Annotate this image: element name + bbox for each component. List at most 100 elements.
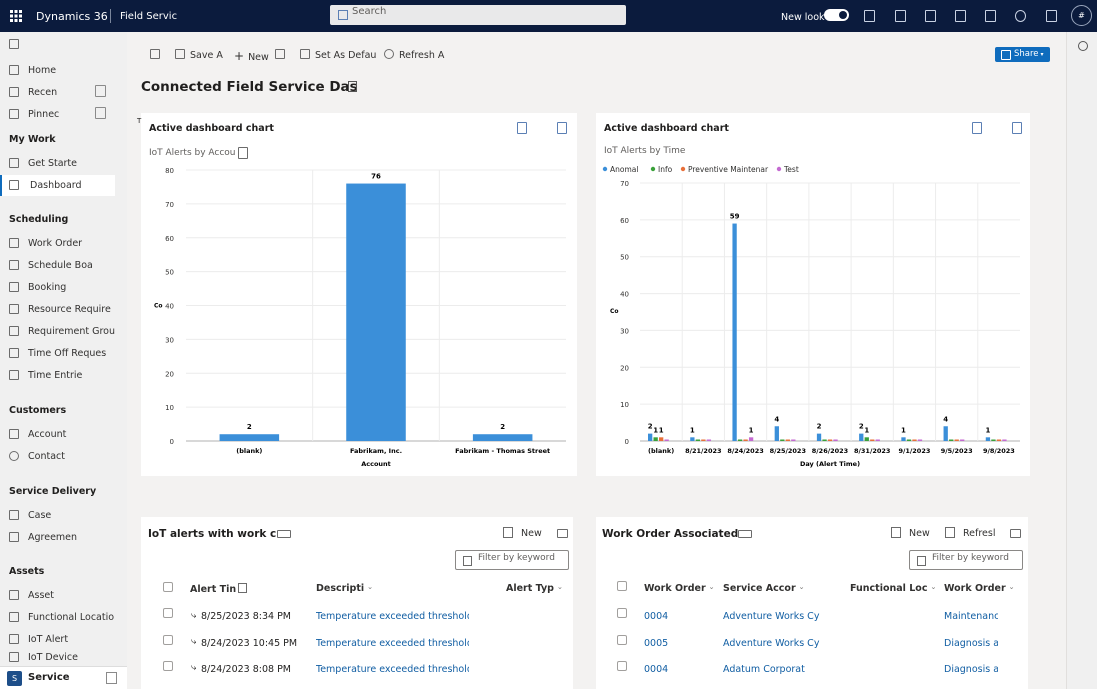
expand-chart-icon[interactable] — [517, 122, 527, 134]
y-tick-label: 0 — [170, 438, 174, 446]
sidebar-item-iot-devices[interactable]: IoT Device — [0, 651, 115, 665]
sidebar-item-requirement-groups[interactable]: Requirement Grou — [0, 321, 115, 342]
row-checkbox[interactable] — [163, 661, 173, 671]
column-header-functional-location[interactable]: Functional Loc ⌄ — [850, 583, 936, 594]
dashboard-switch-button[interactable] — [150, 49, 165, 61]
row-checkbox[interactable] — [163, 635, 173, 645]
column-header-service-account[interactable]: Service Accor ⌄ — [723, 583, 805, 594]
chevron-down-icon[interactable] — [348, 81, 357, 92]
share-button[interactable]: Share ▾ — [995, 47, 1050, 62]
work-order-link[interactable]: 0005 — [644, 638, 669, 649]
asset-icon — [9, 590, 19, 600]
sidebar-item-contacts[interactable]: Contact — [0, 446, 115, 467]
save-as-button[interactable]: Save A — [175, 49, 223, 61]
account-link[interactable]: Adatum Corporati — [723, 664, 805, 675]
sidebar-item-time-entries[interactable]: Time Entrie — [0, 365, 115, 386]
row-checkbox[interactable] — [617, 608, 627, 618]
sidebar-item-pinned[interactable]: Pinnec — [0, 104, 90, 125]
select-all-checkbox[interactable] — [617, 581, 627, 591]
chevron-down-icon[interactable] — [95, 107, 106, 119]
avatar[interactable]: # — [1071, 5, 1092, 26]
account-link[interactable]: Adventure Works Cyc — [723, 638, 820, 649]
more-button[interactable] — [275, 49, 290, 61]
row-checkbox[interactable] — [617, 635, 627, 645]
sidebar-group-heading: My Work — [9, 134, 56, 145]
chevron-down-icon[interactable] — [238, 147, 248, 159]
sidebar-item-schedule-board[interactable]: Schedule Boa — [0, 255, 115, 276]
sidebar-item-get-started[interactable]: Get Starte — [0, 153, 115, 174]
settings-icon[interactable] — [985, 10, 996, 22]
hamburger-menu[interactable] — [0, 34, 30, 55]
sidebar-item-assets[interactable]: Asset — [0, 585, 115, 606]
chevron-down-icon[interactable] — [738, 530, 752, 538]
account-link[interactable]: Adventure Works Cyc — [723, 611, 820, 622]
search-input[interactable]: Search — [330, 5, 626, 25]
column-header-alert-time[interactable]: Alert Tin — [190, 583, 248, 595]
work-order-link[interactable]: 0004 — [644, 664, 669, 675]
area-switcher[interactable]: S Service — [0, 666, 127, 689]
description-link[interactable]: Temperature exceeded threshold l — [316, 638, 469, 649]
sidebar-item-dashboards[interactable]: Dashboard — [0, 175, 115, 196]
chart-options-icon[interactable] — [1012, 122, 1022, 134]
help-icon[interactable] — [1015, 10, 1026, 22]
share-label: Share — [1014, 49, 1039, 59]
sidebar-item-bookings[interactable]: Booking — [0, 277, 115, 298]
copilot-icon[interactable] — [1046, 10, 1057, 22]
column-header-alert-type[interactable]: Alert Typ ⌄ — [506, 583, 563, 594]
lightbulb-icon[interactable] — [864, 10, 875, 22]
bar — [791, 439, 796, 441]
copilot-icon[interactable] — [1078, 41, 1088, 51]
app-launcher-icon[interactable] — [10, 10, 22, 22]
chart-options-icon[interactable] — [557, 122, 567, 134]
sidebar-item-time-off-requests[interactable]: Time Off Reques — [0, 343, 115, 364]
chart-subtitle[interactable]: IoT Alerts by Time — [604, 146, 686, 156]
column-header-work-order-number[interactable]: Work Order ⌄ — [644, 583, 715, 594]
app-name[interactable]: Dynamics 36 — [36, 10, 108, 23]
sidebar-item-iot-alerts[interactable]: IoT Alert — [0, 629, 115, 650]
sidebar-item-recent[interactable]: Recen — [0, 82, 90, 103]
work-order-type-link[interactable]: Diagnosis a — [944, 664, 998, 675]
select-all-checkbox[interactable] — [163, 582, 173, 592]
chevron-down-icon[interactable] — [95, 85, 106, 97]
row-checkbox[interactable] — [163, 608, 173, 618]
sidebar-item-agreements[interactable]: Agreemen — [0, 527, 115, 548]
plus-icon[interactable] — [925, 10, 936, 22]
sidebar-item-accounts[interactable]: Account — [0, 424, 115, 445]
row-icon: ⤷ — [191, 636, 197, 647]
grid-new-button[interactable]: New — [503, 527, 542, 539]
sidebar-item-cases[interactable]: Case — [0, 505, 115, 526]
open-grid-icon[interactable] — [557, 529, 568, 538]
search-placeholder: Search — [352, 6, 387, 17]
column-header-description[interactable]: Descripti ⌄ — [316, 583, 373, 594]
sidebar-item-functional-locations[interactable]: Functional Locatio — [0, 607, 115, 628]
chevron-down-icon[interactable] — [277, 530, 291, 538]
sidebar-item-resource-requirements[interactable]: Resource Require — [0, 299, 115, 320]
area-name[interactable]: Field Servic — [120, 11, 178, 22]
chart-subtitle[interactable]: IoT Alerts by Accou — [149, 148, 236, 158]
refresh-all-label: Refresh A — [399, 50, 445, 61]
description-link[interactable]: Temperature exceeded threshold l — [316, 664, 469, 675]
filter-keyword-input[interactable]: Filter by keyword — [909, 550, 1023, 570]
assistant-icon[interactable] — [895, 10, 906, 22]
open-grid-icon[interactable] — [1010, 529, 1021, 538]
set-as-default-button[interactable]: Set As Defau — [300, 49, 376, 61]
grid-new-button[interactable]: New — [891, 527, 930, 539]
work-order-type-link[interactable]: Maintenanc — [944, 611, 998, 622]
filter-icon[interactable] — [955, 10, 966, 22]
expand-chart-icon[interactable] — [972, 122, 982, 134]
refresh-all-button[interactable]: Refresh A — [384, 49, 444, 61]
column-header-work-order-type[interactable]: Work Order ⌄ — [944, 583, 1015, 594]
grid-refresh-button[interactable]: Refresl — [945, 527, 996, 539]
menu-icon — [9, 39, 19, 49]
work-order-type-link[interactable]: Diagnosis a — [944, 638, 998, 649]
new-look-toggle[interactable] — [824, 9, 849, 21]
description-link[interactable]: Temperature exceeded threshold l — [316, 611, 469, 622]
work-order-link[interactable]: 0004 — [644, 611, 669, 622]
sidebar-item-home[interactable]: Home — [0, 60, 115, 81]
filter-keyword-input[interactable]: Filter by keyword — [455, 550, 569, 570]
row-checkbox[interactable] — [617, 661, 627, 671]
new-button[interactable]: + New — [234, 49, 269, 63]
sidebar-item-work-orders[interactable]: Work Order — [0, 233, 115, 254]
new-label: New — [909, 528, 930, 539]
column-label: Alert Typ — [506, 583, 554, 594]
